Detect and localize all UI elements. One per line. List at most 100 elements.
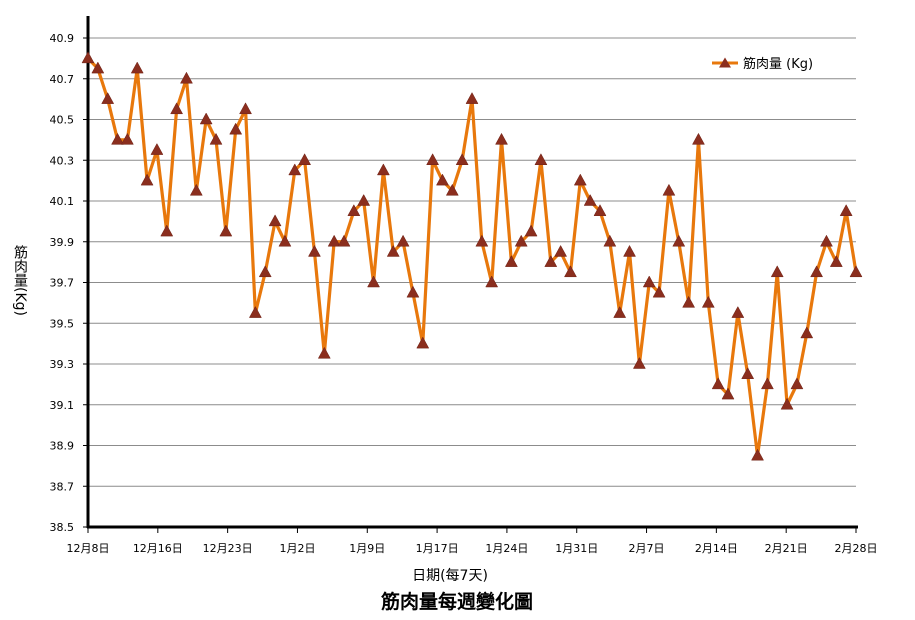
data-point [120,132,134,145]
series-muscle-mass [81,51,863,461]
data-point [800,326,814,339]
y-tick-label: 39.1 [50,399,75,412]
x-tick-label: 1月9日 [349,542,385,555]
data-point [396,234,410,247]
data-point [298,153,312,165]
data-point [278,234,292,247]
chart-title: 筋肉量每週變化圖 [381,590,533,613]
data-point [504,255,518,267]
data-point [436,173,449,186]
data-point [455,153,469,165]
y-tick-label: 39.5 [50,317,75,330]
data-point [839,204,853,216]
data-point [140,173,154,186]
data-point [258,265,272,278]
y-tick-label: 40.7 [50,73,75,86]
data-point [573,173,587,186]
data-point [367,275,380,288]
data-point [337,234,351,247]
data-point [229,122,243,135]
data-point [445,183,459,196]
data-point [81,51,95,64]
data-point [721,387,735,400]
grid-lines [88,37,856,487]
legend: 筋肉量 (Kg) [712,56,813,72]
x-tick-label: 1月2日 [279,542,315,555]
data-point [288,163,302,176]
data-point [613,306,627,318]
data-point [347,204,361,216]
data-point [357,193,371,206]
x-tick-label: 12月16日 [133,542,183,555]
data-point [308,244,321,257]
data-point [514,234,528,247]
x-tick-label: 12月23日 [203,542,253,555]
x-tick-label: 1月17日 [416,542,459,555]
data-point [91,61,105,74]
data-point [731,306,745,318]
data-point [376,163,390,176]
data-point [692,132,705,145]
data-point [317,346,331,359]
data-point [701,295,715,308]
data-point [239,102,252,115]
data-point [524,224,538,237]
data-point [780,397,794,410]
data-point [485,275,499,288]
y-tick-label: 38.5 [50,521,75,534]
y-tick-label: 38.9 [50,440,75,453]
y-tick-label: 40.3 [50,154,75,167]
data-point [170,102,184,115]
data-point [593,204,607,216]
data-point [603,234,617,247]
data-point [327,234,341,247]
y-tick-label: 39.3 [50,358,75,371]
data-point [150,143,164,155]
data-point [672,234,686,247]
data-point [189,183,203,196]
y-axis-ticks: 38.5 38.7 38.9 39.1 39.3 39.5 39.7 39.9 40.1 40.3… [50,32,88,534]
legend-marker [719,57,731,68]
data-point [770,265,784,278]
x-tick-label: 12月8日 [67,542,110,555]
data-point [682,295,696,308]
data-point [711,377,725,390]
data-point [652,285,666,298]
data-point [475,234,489,247]
data-point [849,265,863,278]
axes [86,16,858,529]
data-point [751,448,764,461]
data-point [810,265,824,278]
data-point [554,244,568,257]
legend-label: 筋肉量 (Kg) [743,56,813,72]
data-point [632,356,646,369]
x-tick-label: 1月24日 [485,542,528,555]
data-point [741,367,755,379]
data-point [583,193,597,206]
y-tick-label: 38.7 [50,480,75,493]
data-point [495,132,508,145]
y-axis-label: 筋肉量(Kg) [12,244,28,316]
data-point [790,377,804,390]
data-point [465,92,479,104]
data-point [386,244,400,257]
data-point [248,306,262,318]
y-tick-label: 40.1 [50,195,75,208]
x-tick-label: 2月7日 [629,542,665,555]
data-point [534,153,548,165]
data-point [426,153,440,165]
data-point [662,183,676,196]
data-point [101,92,115,104]
x-axis-label: 日期(每7天) [412,568,488,584]
data-point [268,214,282,227]
data-point [160,224,174,237]
data-point [564,265,577,278]
data-point [219,224,233,237]
y-tick-label: 40.9 [50,32,75,45]
x-tick-label: 2月21日 [765,542,808,555]
x-axis-ticks: 12月8日 12月16日 12月23日 1月2日 1月9日 1月17日 1月24日 1月31日… [67,527,878,555]
data-point [829,255,843,267]
y-tick-label: 39.7 [50,277,75,290]
x-tick-label: 1月31日 [555,542,598,555]
